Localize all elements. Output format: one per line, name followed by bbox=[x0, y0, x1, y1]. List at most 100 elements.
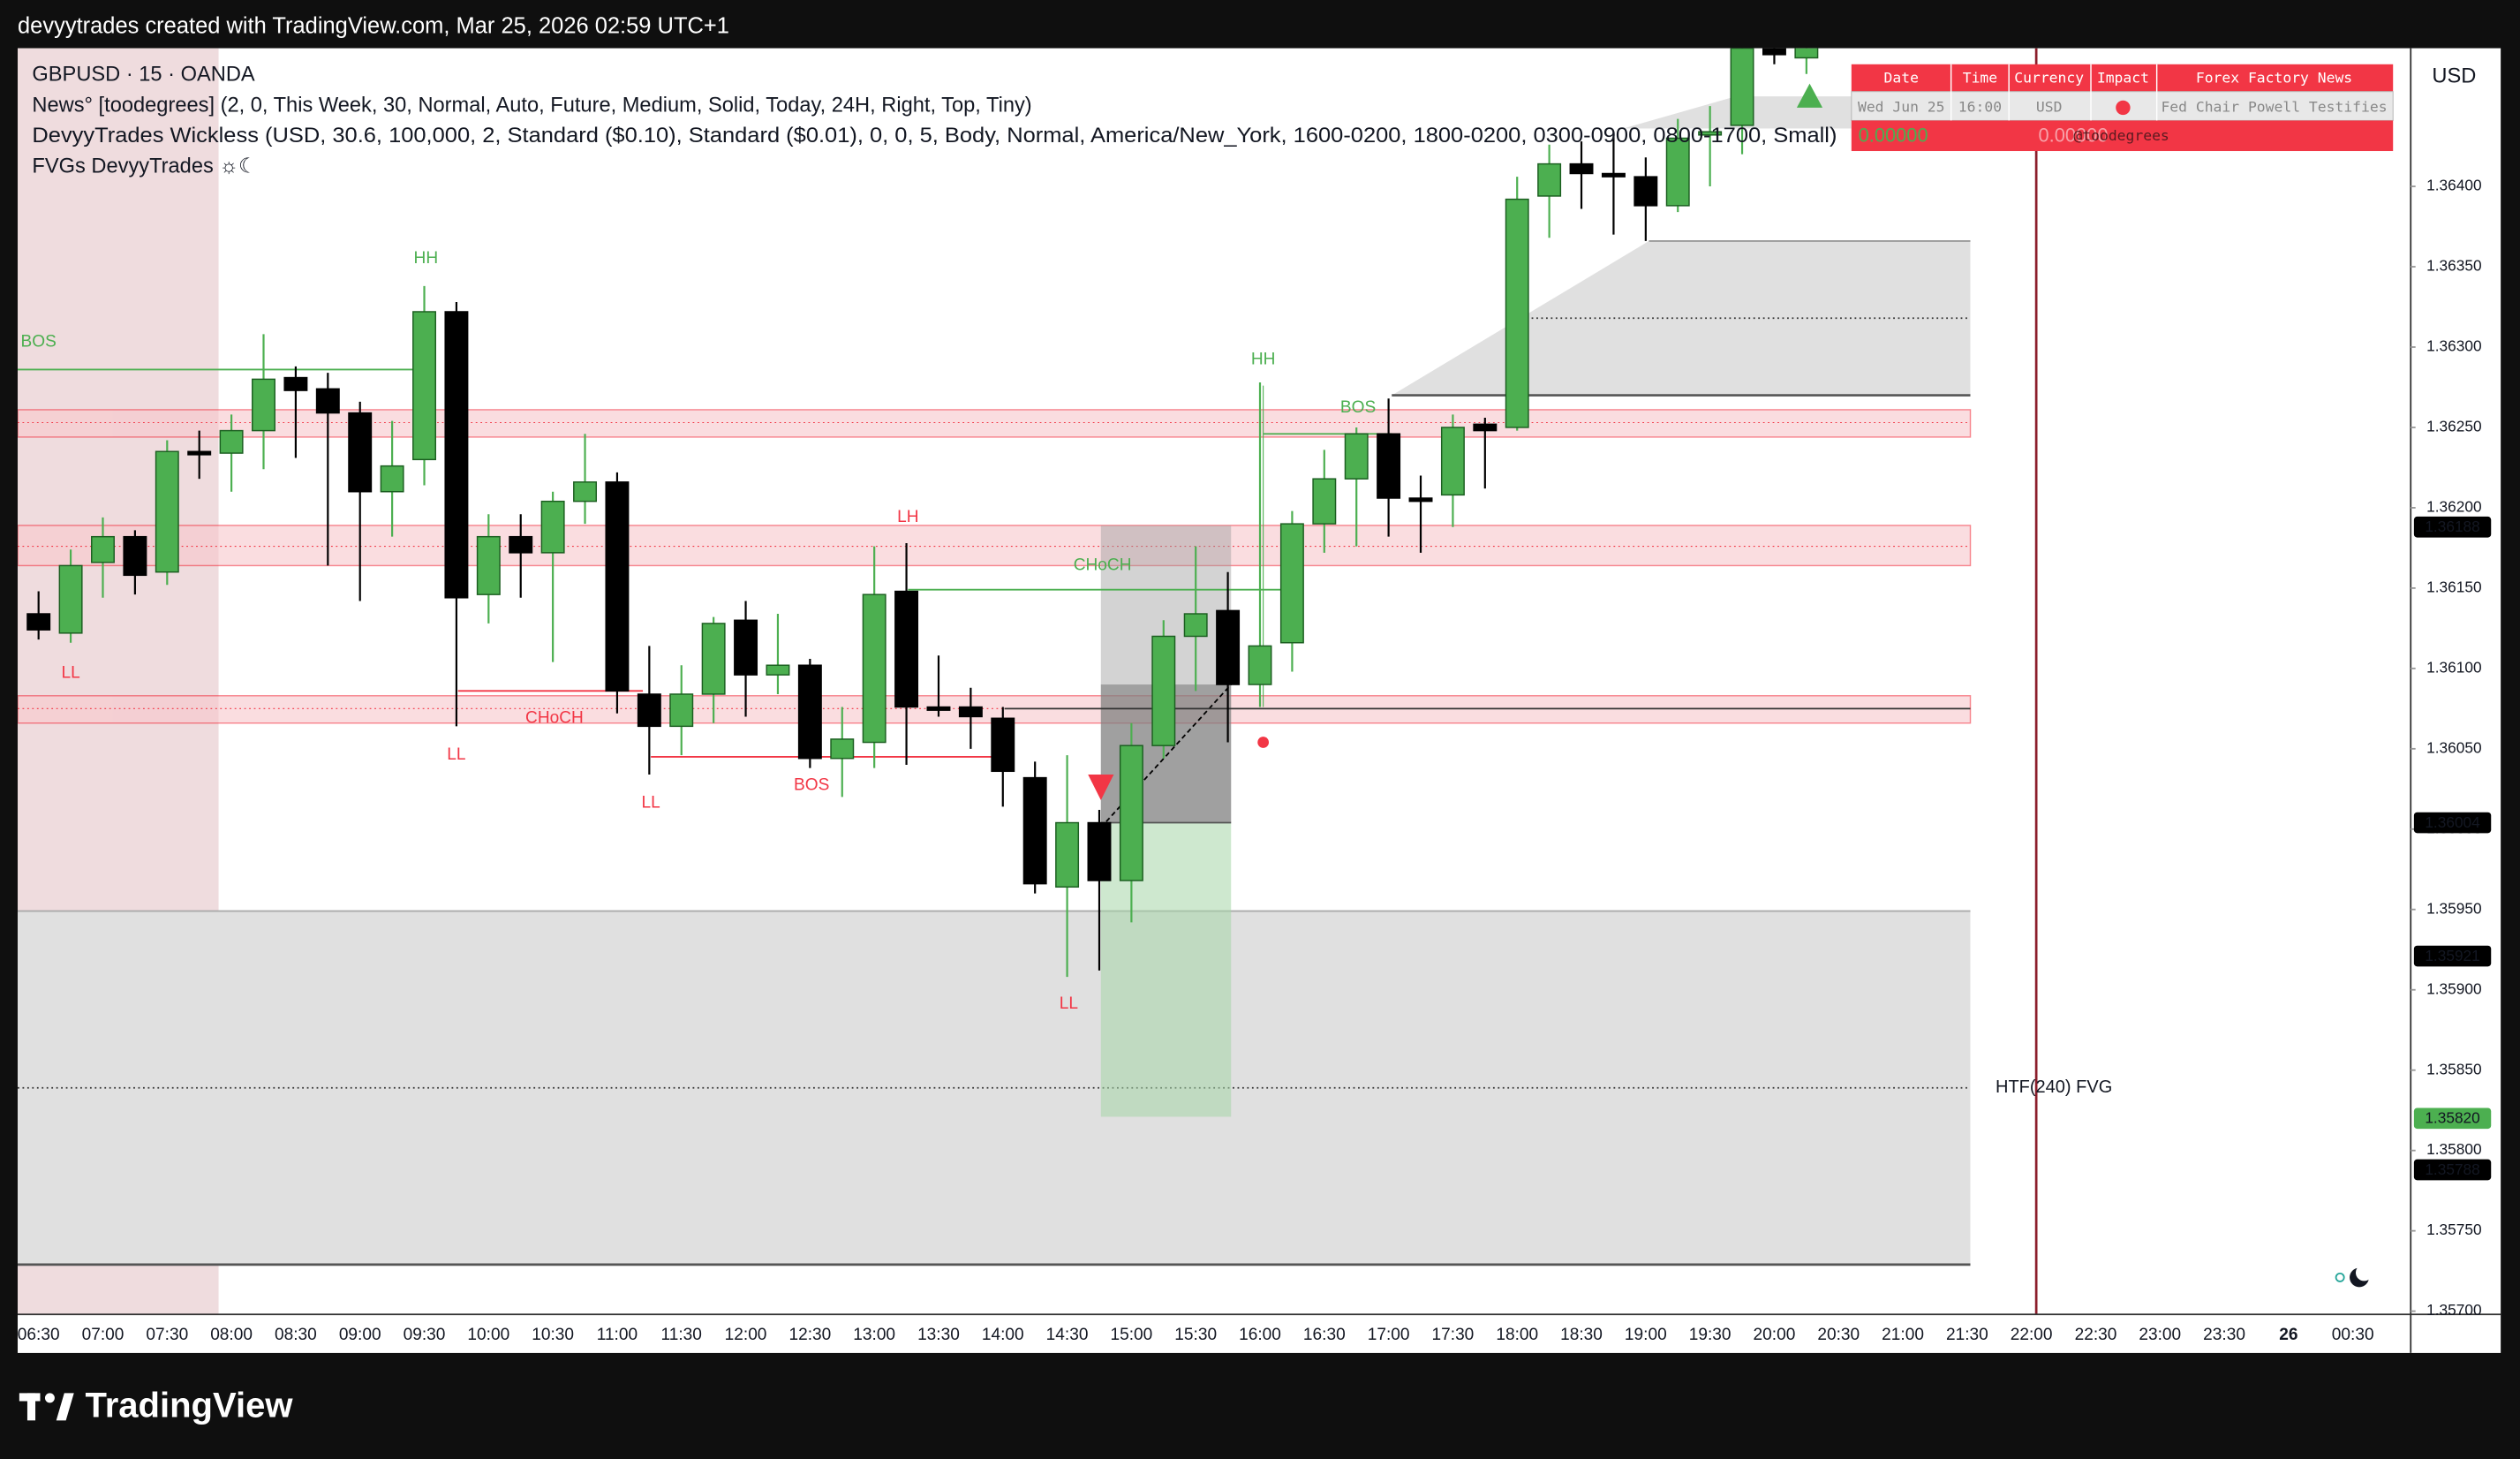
candle-body bbox=[1601, 172, 1626, 178]
x-tick-label: 06:30 bbox=[18, 1326, 60, 1344]
legend-line: FVGs DevyyTrades ☼☾ bbox=[32, 155, 257, 178]
candle-body bbox=[380, 465, 404, 493]
price-label bbox=[2413, 516, 2492, 538]
candle-body bbox=[1312, 478, 1337, 525]
candle-body bbox=[1216, 609, 1241, 685]
table-header bbox=[1851, 64, 2394, 92]
candle-body bbox=[1440, 427, 1465, 496]
overlays bbox=[18, 48, 2038, 1315]
cell: USD bbox=[2036, 98, 2063, 115]
candle-body bbox=[1344, 433, 1369, 480]
candle-body bbox=[766, 664, 790, 676]
footer-cell: 0.00000 bbox=[1859, 124, 1928, 146]
candle-body bbox=[283, 376, 308, 391]
x-tick-label: 09:30 bbox=[404, 1326, 446, 1344]
annotation: LL bbox=[447, 745, 465, 764]
annotation: HTF(240) FVG bbox=[1996, 1077, 2112, 1097]
annotation: HH bbox=[1251, 351, 1276, 369]
x-tick-label: 21:00 bbox=[1882, 1326, 1924, 1344]
annotation: BOS bbox=[21, 333, 57, 352]
x-tick-label: 15:00 bbox=[1110, 1326, 1152, 1344]
candle-body bbox=[1408, 497, 1433, 503]
table-footer bbox=[1851, 120, 2394, 152]
x-tick-label: 23:30 bbox=[2203, 1326, 2245, 1344]
candle-body bbox=[1569, 163, 1594, 175]
x-tick-label: 16:00 bbox=[1239, 1326, 1281, 1344]
candle-body bbox=[315, 388, 340, 414]
candle-body bbox=[1730, 48, 1754, 126]
column-header: Time bbox=[1963, 70, 1997, 87]
candle-body bbox=[252, 378, 275, 432]
footer-cell: 0.00000 bbox=[2039, 124, 2109, 146]
price-label-text: 1.35788 bbox=[2425, 1160, 2479, 1178]
price-label-text: 1.35820 bbox=[2425, 1109, 2479, 1127]
price-label bbox=[2413, 945, 2492, 967]
x-tick-label: 20:00 bbox=[1754, 1326, 1796, 1344]
candle-body bbox=[26, 613, 51, 631]
candle-body bbox=[669, 693, 694, 728]
annotation: CHoCH bbox=[525, 708, 584, 727]
y-tick-label: 1.36350 bbox=[2426, 257, 2481, 275]
legend-line: GBPUSD · 15 · OANDA bbox=[32, 64, 255, 87]
candle-body bbox=[894, 590, 919, 708]
currency: USD bbox=[2432, 65, 2476, 88]
x-tick-label: 17:00 bbox=[1368, 1326, 1410, 1344]
x-tick-label: 15:30 bbox=[1174, 1326, 1217, 1344]
price-label-text: 1.36188 bbox=[2425, 518, 2479, 535]
candle-body bbox=[1055, 821, 1080, 888]
x-tick-label: 08:00 bbox=[210, 1326, 253, 1344]
candle-body bbox=[1279, 523, 1304, 644]
candle-body bbox=[1537, 163, 1562, 197]
price-label-text: 1.36004 bbox=[2425, 813, 2480, 831]
theme-icon bbox=[2335, 1264, 2373, 1288]
brand-name: TradingView bbox=[85, 1386, 293, 1425]
candle-body bbox=[1087, 821, 1112, 881]
x-tick-label: 12:30 bbox=[788, 1326, 831, 1344]
sell-signal bbox=[1088, 774, 1114, 801]
annotation: HH bbox=[414, 249, 439, 268]
candle-body bbox=[701, 623, 726, 695]
y-tick-label: 1.35950 bbox=[2426, 899, 2481, 917]
y-tick-label: 1.35850 bbox=[2426, 1060, 2481, 1077]
candle-body bbox=[1473, 423, 1498, 432]
x-tick-label: 20:30 bbox=[1817, 1326, 1860, 1344]
y-tick-label: 1.35900 bbox=[2426, 979, 2481, 997]
y-tick-label: 1.36050 bbox=[2426, 738, 2481, 756]
y-tick-label: 1.35700 bbox=[2426, 1301, 2481, 1319]
x-tick-label: 21:30 bbox=[1946, 1326, 1988, 1344]
order-block bbox=[18, 409, 1972, 438]
price-label bbox=[2413, 1107, 2492, 1130]
x-tick-label: 07:00 bbox=[82, 1326, 124, 1344]
x-tick-label: 14:30 bbox=[1046, 1326, 1089, 1344]
cell: Fed Chair Powell Testifies bbox=[2161, 98, 2387, 115]
candle-body bbox=[1119, 745, 1143, 881]
x-tick-label: 18:30 bbox=[1560, 1326, 1603, 1344]
candle-body bbox=[605, 481, 630, 692]
price-label bbox=[2413, 812, 2492, 834]
news-table: Date Time Currency Impact Forex Factory … bbox=[1851, 64, 2394, 152]
x-tick-label: 11:30 bbox=[661, 1326, 702, 1344]
legend-line: DevyyTrades Wickless (USD, 30.6, 100,000… bbox=[32, 125, 1837, 147]
price-label-text: 1.35921 bbox=[2425, 947, 2479, 964]
x-tick-label: 07:30 bbox=[146, 1326, 188, 1344]
candle-body bbox=[155, 450, 179, 573]
candle-body bbox=[123, 535, 147, 577]
candle-body bbox=[926, 706, 951, 711]
x-tick-label: 10:00 bbox=[467, 1326, 509, 1344]
x-tick-label: 23:00 bbox=[2139, 1326, 2181, 1344]
candle-body bbox=[91, 535, 115, 563]
annotation: BOS bbox=[1340, 398, 1376, 417]
annotation: LL bbox=[61, 663, 79, 682]
candle-body bbox=[444, 311, 469, 599]
candle-body bbox=[476, 535, 501, 595]
candle-body bbox=[412, 311, 436, 461]
column-header: Date bbox=[1884, 70, 1919, 87]
annotation: CHoCH bbox=[1074, 556, 1132, 574]
header-title: devyytrades created with TradingView.com… bbox=[18, 14, 729, 39]
x-tick-label: 16:30 bbox=[1303, 1326, 1346, 1344]
x-tick-label: 09:00 bbox=[339, 1326, 381, 1344]
y-tick-label: 1.36400 bbox=[2426, 177, 2481, 194]
cell: 16:00 bbox=[1958, 98, 2002, 115]
footer-cell: @toodegrees bbox=[2073, 127, 2169, 144]
candle-body bbox=[1248, 645, 1272, 685]
